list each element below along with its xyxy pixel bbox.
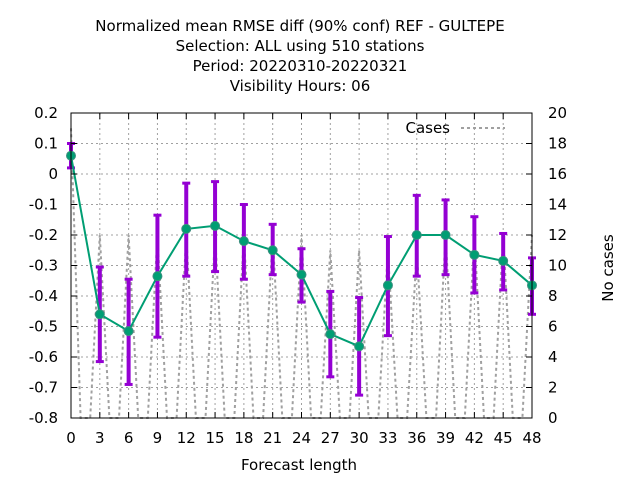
data-point <box>152 271 163 282</box>
x-tick-label: 36 <box>407 429 426 447</box>
y-tick-labels: 0.2 0.1 0 -0.1 -0.2 -0.3 -0.4 -0.5 -0.6 -0.7 -0.8 <box>29 104 58 427</box>
x-tick-label: 39 <box>436 429 455 447</box>
y-tick-label: -0.1 <box>29 196 58 214</box>
x-tick-label: 30 <box>350 429 369 447</box>
y2-tick-label: 0 <box>548 409 558 427</box>
y-tick-label: 0 <box>48 165 58 183</box>
title-line-1: Normalized mean RMSE diff (90% conf) REF… <box>95 17 504 35</box>
title-line-4: Visibility Hours: 06 <box>230 77 371 95</box>
data-point <box>498 255 509 266</box>
x-tick-label: 15 <box>206 429 225 447</box>
y2-tick-label: 12 <box>548 226 567 244</box>
x-tick-label: 24 <box>292 429 311 447</box>
y2-tick-label: 8 <box>548 287 558 305</box>
y-tick-label: 0.1 <box>34 135 58 153</box>
y-tick-label: -0.3 <box>29 257 58 275</box>
x-tick-label: 12 <box>177 429 196 447</box>
data-point <box>238 236 249 247</box>
legend: Cases <box>405 119 505 137</box>
y2-tick-label: 16 <box>548 165 567 183</box>
data-point <box>210 220 221 231</box>
y2-tick-label: 4 <box>548 348 558 366</box>
y-tick-label: -0.7 <box>29 379 58 397</box>
data-point <box>181 223 192 234</box>
y-tick-label: -0.8 <box>29 409 58 427</box>
y2-tick-label: 2 <box>548 379 558 397</box>
y-tick-label: -0.6 <box>29 348 58 366</box>
x-tick-label: 3 <box>95 429 105 447</box>
legend-label-cases: Cases <box>405 119 450 137</box>
data-point <box>440 230 451 240</box>
x-tick-label: 6 <box>124 429 134 447</box>
y-tick-label: -0.5 <box>29 318 58 336</box>
x-tick-labels: 0 3 6 9 12 15 18 21 24 27 30 33 36 39 42 45 48 <box>66 429 541 447</box>
x-tick-label: 21 <box>263 429 282 447</box>
x-tick-label: 27 <box>321 429 340 447</box>
data-point <box>94 309 105 320</box>
data-point <box>354 341 365 352</box>
data-point <box>325 329 336 340</box>
title-line-3: Period: 20220310-20220321 <box>193 57 408 75</box>
x-tick-label: 48 <box>522 429 541 447</box>
data-point <box>123 326 134 337</box>
data-point <box>296 269 307 280</box>
y-tick-label: -0.2 <box>29 226 58 244</box>
data-point <box>382 280 393 291</box>
x-tick-label: 33 <box>378 429 397 447</box>
y2-tick-label: 14 <box>548 196 567 214</box>
x-tick-label: 42 <box>465 429 484 447</box>
x-tick-label: 18 <box>234 429 253 447</box>
data-point <box>469 249 480 260</box>
y-tick-label: 0.2 <box>34 104 58 122</box>
y2-tick-label: 10 <box>548 257 567 275</box>
y2-tick-label: 18 <box>548 135 567 153</box>
y2-tick-label: 6 <box>548 318 558 336</box>
chart-title: Normalized mean RMSE diff (90% conf) REF… <box>95 17 504 95</box>
x-tick-label: 45 <box>494 429 513 447</box>
title-line-2: Selection: ALL using 510 stations <box>176 37 425 55</box>
x-tick-label: 0 <box>66 429 76 447</box>
axis-ticks <box>70 112 533 419</box>
y2-axis-label: No cases <box>599 234 617 302</box>
y-tick-label: -0.4 <box>29 287 58 305</box>
y2-tick-label: 20 <box>548 104 567 122</box>
data-point <box>267 245 278 256</box>
x-axis-label: Forecast length <box>241 456 357 474</box>
data-point <box>411 230 422 240</box>
x-tick-label: 9 <box>153 429 163 447</box>
